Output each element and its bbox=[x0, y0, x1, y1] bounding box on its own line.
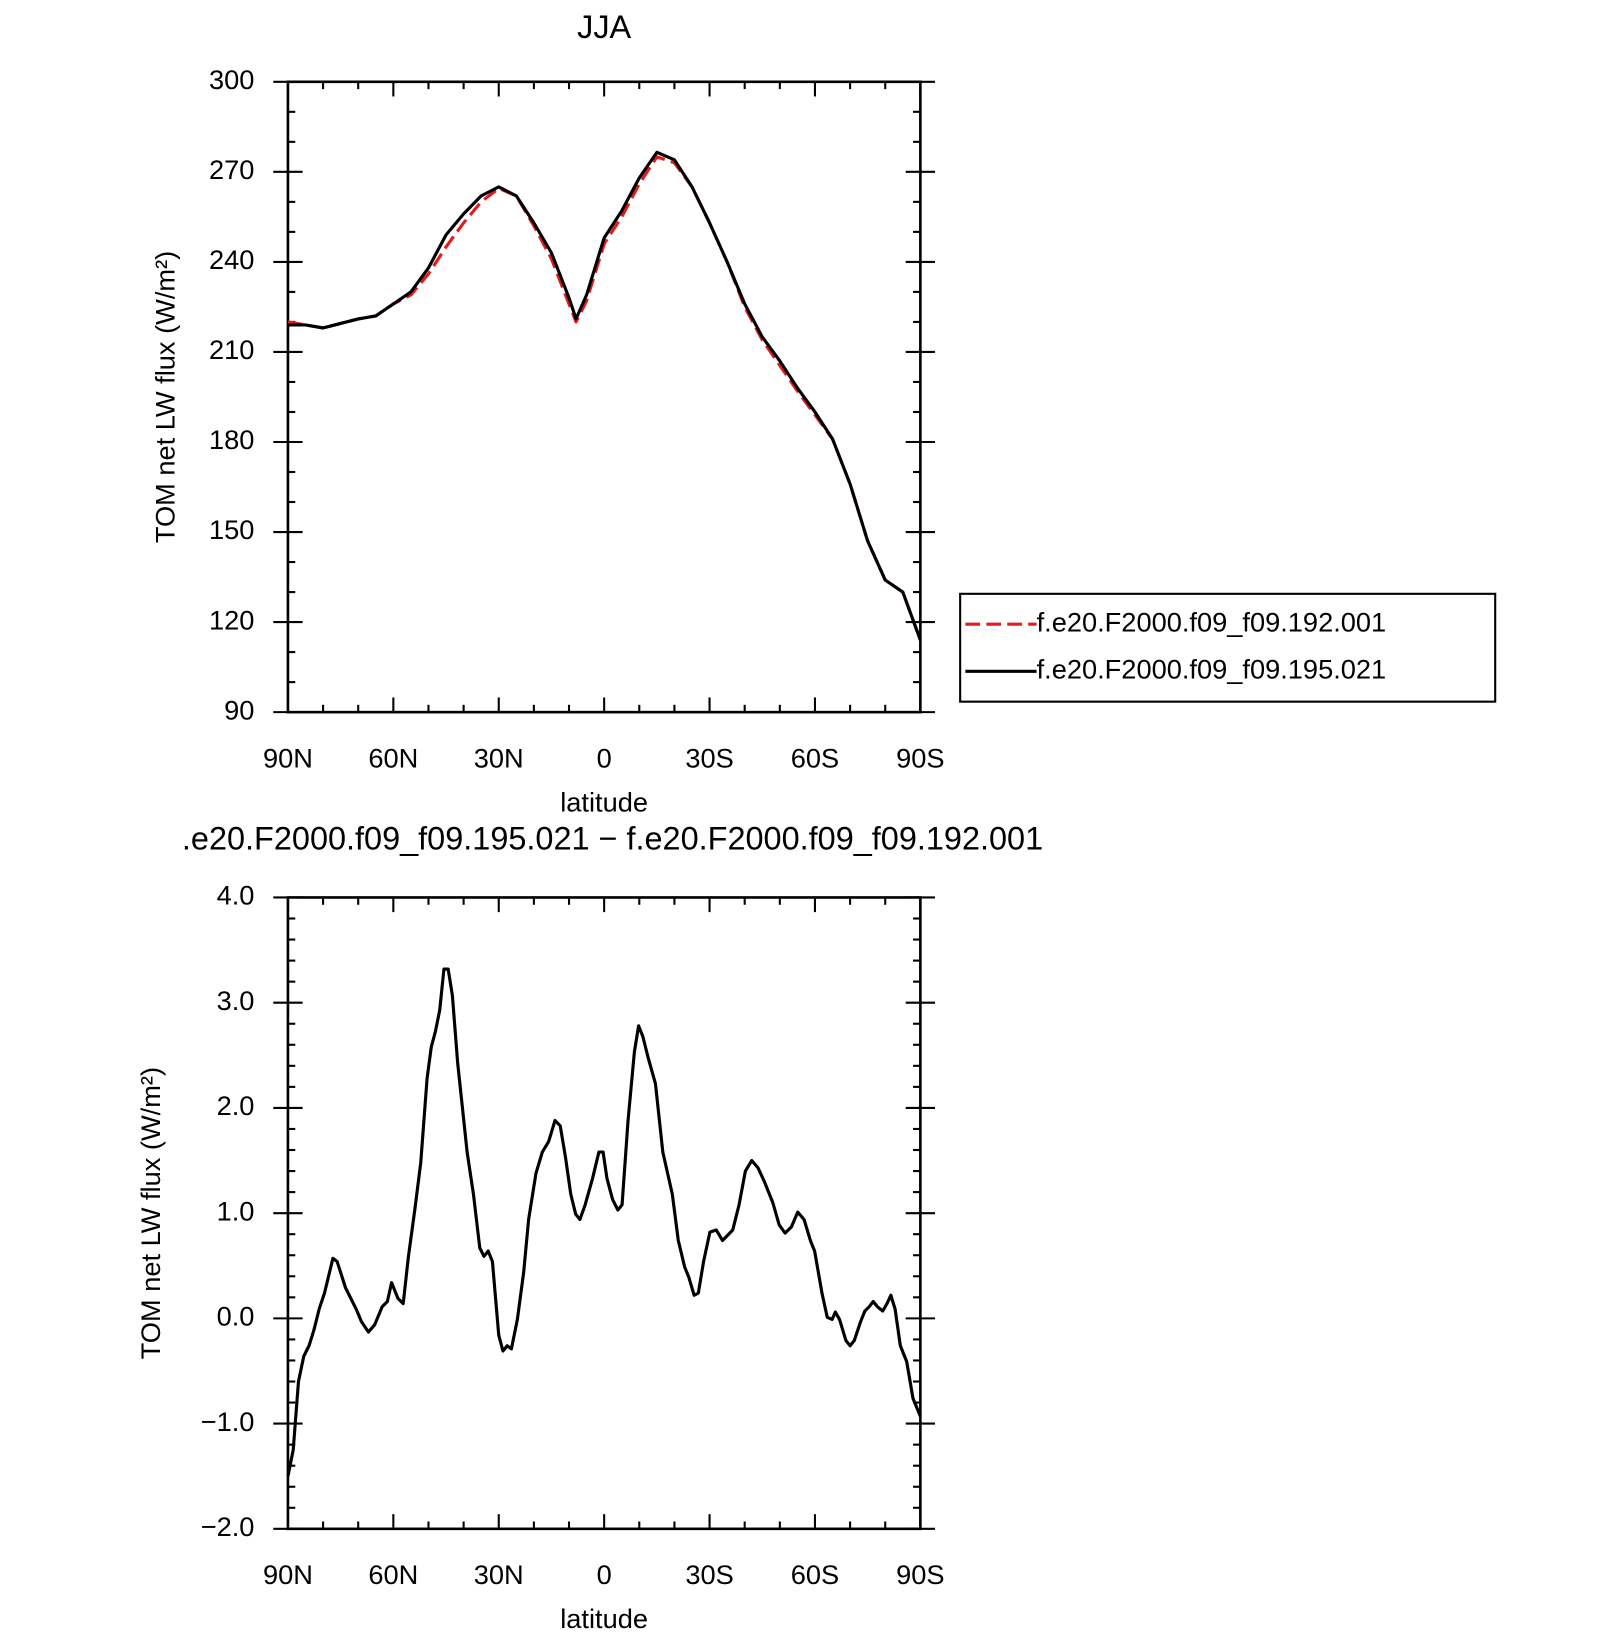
y-tick-label: 270 bbox=[209, 154, 254, 185]
x-tick-label: 60N bbox=[368, 1559, 418, 1590]
y-tick-label: 300 bbox=[209, 64, 254, 95]
x-tick-label: 90N bbox=[263, 742, 313, 773]
y-tick-label: 3.0 bbox=[217, 985, 255, 1016]
x-tick-label: 60S bbox=[791, 1559, 839, 1590]
data-line bbox=[286, 967, 922, 1477]
y-axis-label: TOM net LW flux (W/m²) bbox=[135, 1067, 166, 1359]
y-tick-label: 4.0 bbox=[217, 880, 255, 911]
x-tick-label: 90N bbox=[263, 1559, 313, 1590]
plot-frame bbox=[286, 896, 922, 1531]
x-axis-label: latitude bbox=[560, 786, 648, 817]
y-tick-label: −1.0 bbox=[201, 1406, 255, 1437]
y-tick-label: 0.0 bbox=[217, 1301, 255, 1332]
x-tick-label: 90S bbox=[896, 742, 944, 773]
y-tick-label: 90 bbox=[224, 694, 254, 725]
data-line bbox=[287, 150, 922, 641]
plot-frame bbox=[286, 80, 922, 714]
x-tick-label: 60S bbox=[791, 742, 839, 773]
legend-box bbox=[959, 592, 1497, 703]
x-tick-label: 30S bbox=[685, 1559, 733, 1590]
x-tick-label: 30N bbox=[474, 742, 524, 773]
x-tick-label: 0 bbox=[597, 1559, 612, 1590]
legend: f.e20.F2000.f09_f09.192.001 f.e20.F2000.f… bbox=[959, 592, 1497, 703]
y-tick-label: 210 bbox=[209, 334, 254, 365]
y-axis-label: TOM net LW flux (W/m²) bbox=[150, 251, 181, 543]
y-tick-label: 180 bbox=[209, 424, 254, 455]
x-tick-label: 30S bbox=[685, 742, 733, 773]
x-tick-label: 30N bbox=[474, 1559, 524, 1590]
y-tick-label: −2.0 bbox=[201, 1511, 255, 1542]
y-tick-label: 1.0 bbox=[217, 1195, 255, 1226]
chart-title: JJA bbox=[577, 9, 631, 45]
legend-label: f.e20.F2000.f09_f09.195.021 bbox=[1037, 653, 1387, 684]
y-tick-label: 240 bbox=[209, 244, 254, 275]
legend-label: f.e20.F2000.f09_f09.192.001 bbox=[1037, 606, 1387, 637]
x-tick-label: 60N bbox=[368, 742, 418, 773]
x-tick-label: 0 bbox=[597, 742, 612, 773]
y-tick-label: 150 bbox=[209, 514, 254, 545]
y-tick-label: 2.0 bbox=[217, 1090, 255, 1121]
data-line bbox=[287, 155, 922, 641]
chart-title: .e20.F2000.f09_f09.195.021 − f.e20.F2000… bbox=[182, 820, 1043, 856]
y-tick-label: 120 bbox=[209, 604, 254, 635]
x-axis-label: latitude bbox=[560, 1603, 648, 1634]
x-tick-label: 90S bbox=[896, 1559, 944, 1590]
